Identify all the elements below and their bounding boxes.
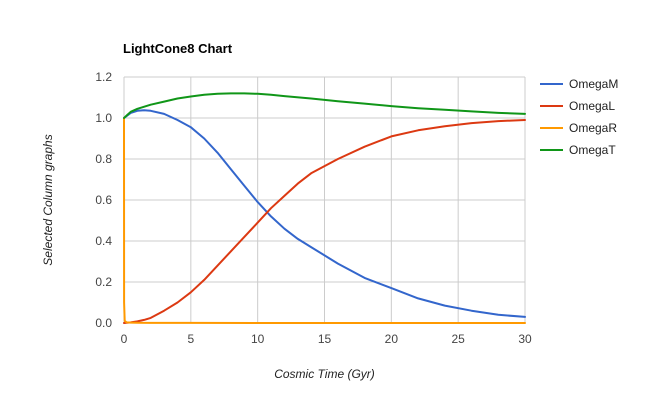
legend-item-omegat: OmegaT (540, 143, 616, 157)
series-lines (123, 92, 526, 324)
legend-label: OmegaL (569, 99, 615, 113)
y-tick-label: 0.0 (95, 316, 112, 330)
series-line-omegal (123, 119, 526, 324)
x-tick-label: 30 (518, 332, 532, 346)
legend-item-omegam: OmegaM (540, 77, 618, 91)
legend: OmegaM OmegaL OmegaR OmegaT (540, 77, 618, 157)
chart-title: LightCone8 Chart (123, 41, 233, 56)
legend-item-omegal: OmegaL (540, 99, 615, 113)
x-tick-label: 5 (187, 332, 194, 346)
y-tick-label: 1.0 (95, 111, 112, 125)
y-tick-label: 0.2 (95, 275, 112, 289)
series-line-omegat (123, 92, 526, 119)
y-tick-label: 1.2 (95, 70, 112, 84)
y-tick-labels: 0.0 0.2 0.4 0.6 0.8 1.0 1.2 (95, 70, 112, 330)
y-axis-title: Selected Column graphs (41, 134, 55, 265)
legend-label: OmegaM (569, 77, 618, 91)
y-tick-label: 0.8 (95, 152, 112, 166)
series-line-omegam (123, 109, 526, 318)
series-line-omegar (123, 117, 526, 324)
x-tick-label: 15 (318, 332, 332, 346)
y-tick-label: 0.6 (95, 193, 112, 207)
x-tick-label: 10 (251, 332, 265, 346)
x-tick-labels: 0 5 10 15 20 25 30 (121, 332, 532, 346)
x-tick-label: 0 (121, 332, 128, 346)
x-tick-label: 25 (451, 332, 465, 346)
legend-label: OmegaT (569, 143, 616, 157)
y-tick-label: 0.4 (95, 234, 112, 248)
legend-label: OmegaR (569, 121, 617, 135)
x-tick-label: 20 (385, 332, 399, 346)
x-axis-title: Cosmic Time (Gyr) (274, 367, 375, 381)
legend-item-omegar: OmegaR (540, 121, 617, 135)
gridlines (123, 76, 526, 323)
